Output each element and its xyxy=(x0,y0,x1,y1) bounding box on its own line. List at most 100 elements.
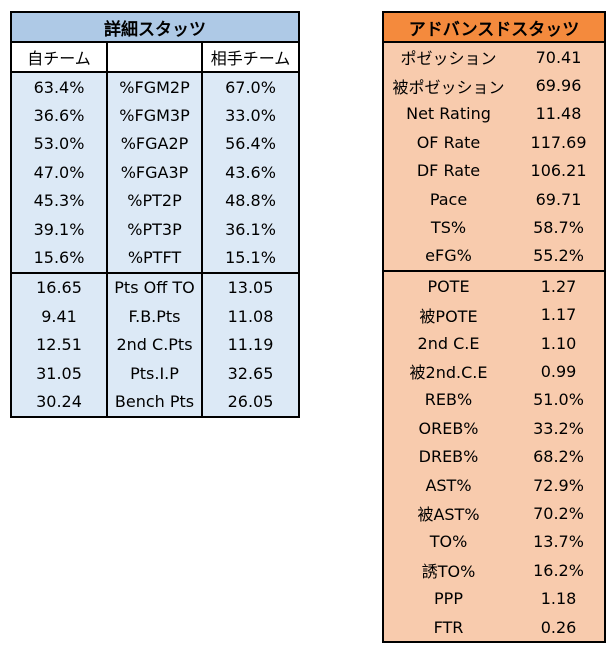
detail-row: 15.6% %PTFT 15.1% xyxy=(10,243,301,273)
opponent-value: 13.05 xyxy=(200,271,301,303)
advanced-row: OREB% 33.2% xyxy=(382,414,607,443)
advanced-stat-value: 70.41 xyxy=(513,42,607,72)
detail-row: 16.65 Pts Off TO 13.05 xyxy=(10,271,301,303)
stat-name: Bench Pts xyxy=(106,387,203,418)
advanced-stat-value: 68.2% xyxy=(513,442,607,471)
opponent-value: 56.4% xyxy=(200,129,301,159)
advanced-row: REB% 51.0% xyxy=(382,385,607,415)
own-value: 39.1% xyxy=(10,214,108,244)
advanced-row: AST% 72.9% xyxy=(382,470,607,500)
own-value: 36.6% xyxy=(10,101,108,130)
advanced-stat-name: Net Rating xyxy=(382,99,513,129)
stat-name: %FGA3P xyxy=(106,158,203,187)
opponent-value: 11.08 xyxy=(200,302,301,331)
advanced-row: 2nd C.E 1.10 xyxy=(382,328,607,358)
opponent-value: 11.19 xyxy=(200,330,301,359)
advanced-stat-name: REB% xyxy=(382,385,513,415)
advanced-stat-value: 117.69 xyxy=(513,128,607,157)
detail-row: 39.1% %PT3P 36.1% xyxy=(10,214,301,244)
own-value: 16.65 xyxy=(10,271,108,303)
advanced-stat-name: 2nd C.E xyxy=(382,328,513,358)
own-value: 53.0% xyxy=(10,129,108,159)
detail-row: 9.41 F.B.Pts 11.08 xyxy=(10,302,301,331)
detail-row: 36.6% %FGM3P 33.0% xyxy=(10,101,301,130)
stat-name: %FGM3P xyxy=(106,101,203,130)
own-value: 45.3% xyxy=(10,186,108,215)
advanced-stat-name: TS% xyxy=(382,213,513,242)
advanced-stat-value: 51.0% xyxy=(513,385,607,415)
stat-name: %FGM2P xyxy=(106,72,203,102)
advanced-stat-name: AST% xyxy=(382,470,513,500)
own-value: 12.51 xyxy=(10,330,108,359)
advanced-stat-name: POTE xyxy=(382,270,513,301)
advanced-stat-name: TO% xyxy=(382,527,513,557)
opponent-value: 48.8% xyxy=(200,186,301,215)
advanced-row: DREB% 68.2% xyxy=(382,442,607,471)
detail-row: 31.05 Pts.I.P 32.65 xyxy=(10,358,301,388)
own-value: 9.41 xyxy=(10,302,108,331)
advanced-stat-name: Pace xyxy=(382,184,513,214)
own-value: 30.24 xyxy=(10,387,108,418)
advanced-stat-name: 被AST% xyxy=(382,499,513,528)
advanced-stat-value: 13.7% xyxy=(513,527,607,557)
advanced-stat-value: 69.71 xyxy=(513,184,607,214)
opponent-value: 43.6% xyxy=(200,158,301,187)
advanced-stat-name: eFG% xyxy=(382,241,513,272)
stat-name-header xyxy=(106,42,203,73)
opponent-value: 36.1% xyxy=(200,214,301,244)
advanced-stat-name: 被ポゼッション xyxy=(382,71,513,100)
advanced-stats-body: アドバンスドスタッツ ポゼッション 70.41 被ポゼッション 69.96 Net Ra… xyxy=(381,11,607,644)
advanced-stat-value: 69.96 xyxy=(513,71,607,100)
own-team-header: 自チーム xyxy=(10,42,108,73)
advanced-stat-value: 55.2% xyxy=(513,241,607,272)
stat-name: %PT2P xyxy=(106,186,203,215)
detail-stats-title: 詳細スタッツ xyxy=(9,11,301,43)
own-value: 47.0% xyxy=(10,158,108,187)
advanced-row: 被2nd.C.E 0.99 xyxy=(382,357,607,386)
detail-stats-body: 詳細スタッツ 自チーム 相手チーム 63.4% %FGM2P 67.0% 36.6%%… xyxy=(9,11,301,418)
advanced-row: 被AST% 70.2% xyxy=(382,499,607,528)
advanced-stat-value: 72.9% xyxy=(513,470,607,500)
advanced-stat-name: OF Rate xyxy=(382,128,513,157)
detail-stats-table: 詳細スタッツ 自チーム 相手チーム 63.4% %FGM2P 67.0% 36.6%%… xyxy=(9,11,301,418)
opponent-value: 32.65 xyxy=(200,358,301,388)
advanced-stat-value: 11.48 xyxy=(513,99,607,129)
stat-name: %FGA2P xyxy=(106,129,203,159)
advanced-row: FTR 0.26 xyxy=(382,612,607,644)
stat-name: F.B.Pts xyxy=(106,302,203,331)
stat-name: %PT3P xyxy=(106,214,203,244)
stat-name: Pts Off TO xyxy=(106,271,203,303)
advanced-row: OF Rate 117.69 xyxy=(382,128,607,157)
advanced-row: eFG% 55.2% xyxy=(382,241,607,272)
opponent-value: 67.0% xyxy=(200,72,301,102)
advanced-row: POTE 1.27 xyxy=(382,270,607,301)
advanced-stat-value: 106.21 xyxy=(513,156,607,185)
advanced-stats-table: アドバンスドスタッツ ポゼッション 70.41 被ポゼッション 69.96 Net Ra… xyxy=(381,11,607,644)
advanced-row: 誘TO% 16.2% xyxy=(382,556,607,585)
own-value: 63.4% xyxy=(10,72,108,102)
advanced-stat-name: DREB% xyxy=(382,442,513,471)
advanced-stat-value: 1.17 xyxy=(513,300,607,329)
advanced-stat-value: 70.2% xyxy=(513,499,607,528)
advanced-stats-title: アドバンスドスタッツ xyxy=(381,11,607,43)
advanced-row: ポゼッション 70.41 xyxy=(382,42,607,72)
advanced-row: TO% 13.7% xyxy=(382,527,607,557)
advanced-row: PPP 1.18 xyxy=(382,584,607,613)
advanced-stat-value: 0.26 xyxy=(513,612,607,644)
detail-row: 30.24 Bench Pts 26.05 xyxy=(10,387,301,418)
advanced-stat-value: 1.10 xyxy=(513,328,607,358)
advanced-stat-name: 被2nd.C.E xyxy=(382,357,513,386)
stat-name: Pts.I.P xyxy=(106,358,203,388)
opponent-value: 26.05 xyxy=(200,387,301,418)
detail-row: 63.4% %FGM2P 67.0% xyxy=(10,72,301,102)
advanced-stat-value: 1.27 xyxy=(513,270,607,301)
stat-name: 2nd C.Pts xyxy=(106,330,203,359)
advanced-stat-value: 58.7% xyxy=(513,213,607,242)
own-value: 15.6% xyxy=(10,243,108,273)
advanced-stat-name: ポゼッション xyxy=(382,42,513,72)
detail-row: 45.3% %PT2P 48.8% xyxy=(10,186,301,215)
advanced-stat-value: 33.2% xyxy=(513,414,607,443)
detail-row: 12.51 2nd C.Pts 11.19 xyxy=(10,330,301,359)
stat-name: %PTFT xyxy=(106,243,203,273)
opponent-value: 33.0% xyxy=(200,101,301,130)
